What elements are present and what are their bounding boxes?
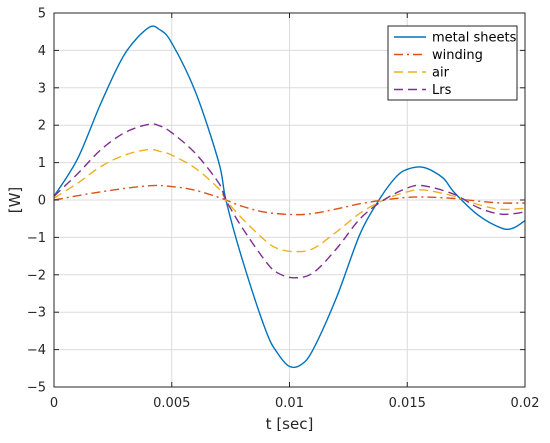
y-tick-label: −2	[27, 268, 46, 283]
series-layer	[53, 25, 526, 369]
y-tick-label: 2	[38, 119, 46, 134]
series-line-air	[53, 148, 526, 253]
x-tick-label: 0.015	[389, 396, 426, 411]
y-tick-label: 1	[38, 156, 46, 171]
legend-label: metal sheets	[432, 31, 517, 46]
series-line-metal-sheets	[53, 25, 526, 369]
series-line-lrs	[53, 123, 526, 279]
legend-box	[387, 25, 518, 101]
y-tick-label: 5	[38, 7, 46, 22]
axis-ticks: 0 0.005 0.01 0.015 0.02 5 4 3 2 1 0 −1 −2 −3 −4 −5	[27, 7, 540, 412]
y-tick-label: −3	[27, 306, 46, 321]
y-axis-label: [W]	[6, 187, 24, 214]
x-axis-label: t [sec]	[266, 415, 314, 433]
y-tick-label: −5	[27, 381, 46, 396]
y-tick-label: −4	[27, 343, 46, 358]
y-tick-label: 0	[38, 194, 46, 209]
x-tick-label: 0.02	[511, 396, 540, 411]
legend-label: Lrs	[432, 83, 452, 98]
legend-label: air	[432, 66, 450, 81]
x-tick-label: 0	[50, 396, 58, 411]
y-tick-label: 4	[38, 44, 46, 59]
x-tick-label: 0.01	[275, 396, 304, 411]
series-line-winding	[53, 184, 526, 216]
legend-label: winding	[432, 48, 483, 63]
legend: metal sheets winding air Lrs	[387, 25, 518, 101]
y-tick-label: −1	[27, 231, 46, 246]
x-tick-label: 0.005	[153, 396, 190, 411]
y-tick-label: 3	[38, 81, 46, 96]
